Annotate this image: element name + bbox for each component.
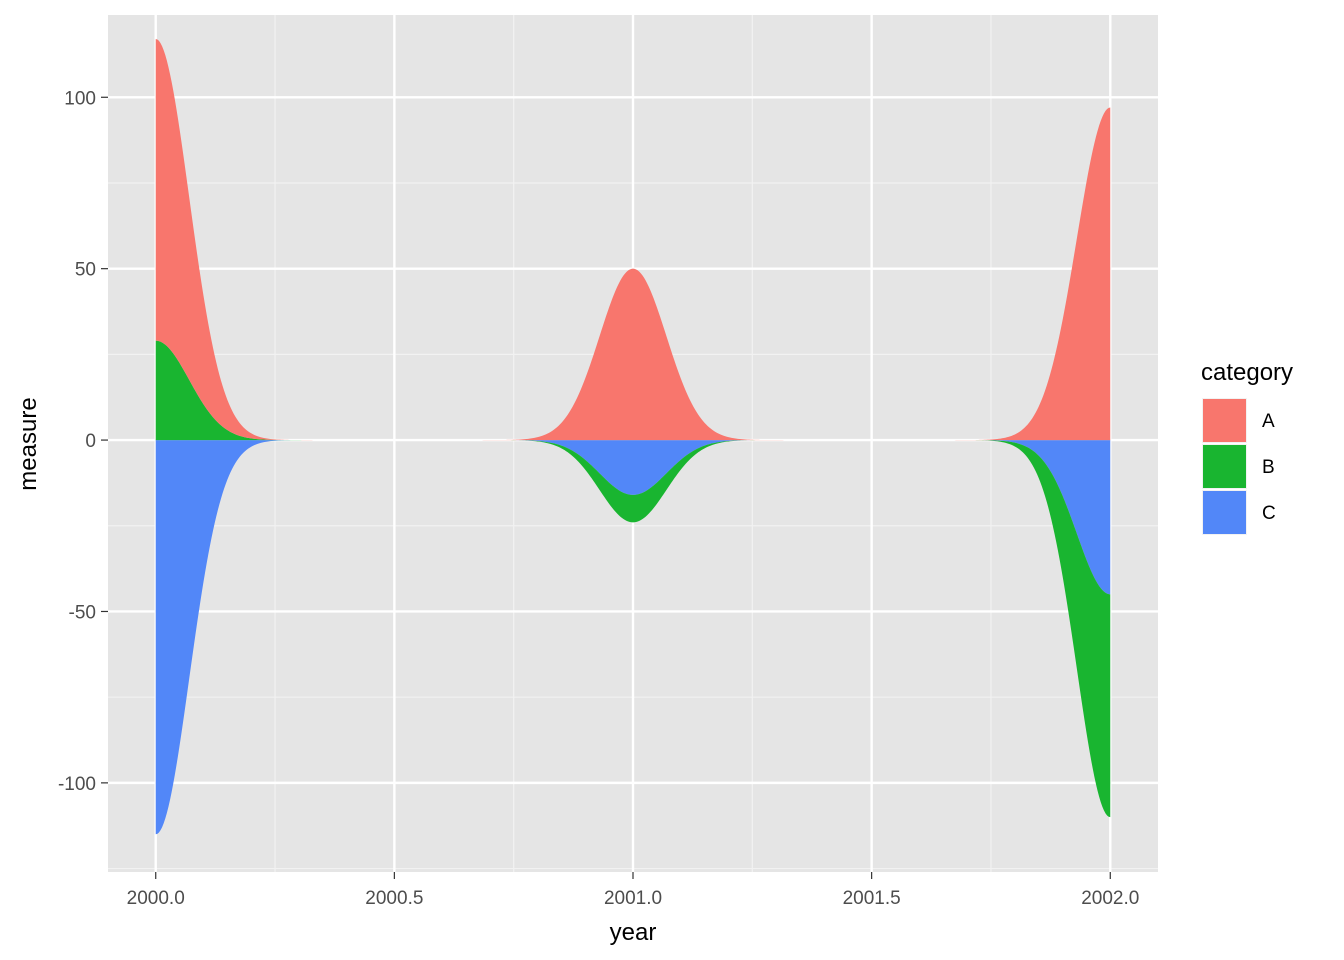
x-tick-label: 2000.5 <box>365 888 423 909</box>
y-tick-label: 0 <box>85 431 96 452</box>
legend-key-c <box>1203 491 1246 534</box>
y-tick-label: -50 <box>69 602 96 623</box>
area-series-a <box>155 39 1111 441</box>
legend-label-a: A <box>1262 411 1275 432</box>
y-axis: -100 -50 0 50 100 <box>58 88 108 795</box>
y-tick-label: 50 <box>75 260 96 281</box>
legend-label-b: B <box>1262 457 1275 478</box>
x-axis-title: year <box>610 919 657 946</box>
x-tick-label: 2000.0 <box>127 888 185 909</box>
y-axis-title: measure <box>15 397 42 490</box>
x-tick-label: 2001.5 <box>843 888 901 909</box>
x-tick-label: 2002.0 <box>1081 888 1139 909</box>
y-tick-label: -100 <box>58 774 96 795</box>
x-tick-label: 2001.0 <box>604 888 662 909</box>
x-axis: 2000.0 2000.5 2001.0 2001.5 2002.0 <box>127 872 1139 909</box>
legend-label-c: C <box>1262 503 1276 524</box>
legend-key-a <box>1203 399 1246 442</box>
legend-key-b <box>1203 445 1246 488</box>
legend: category A B C <box>1201 359 1293 535</box>
legend-title: category <box>1201 359 1293 386</box>
y-tick-label: 100 <box>64 88 96 109</box>
grid-major <box>108 15 1158 872</box>
areas <box>155 39 1111 835</box>
